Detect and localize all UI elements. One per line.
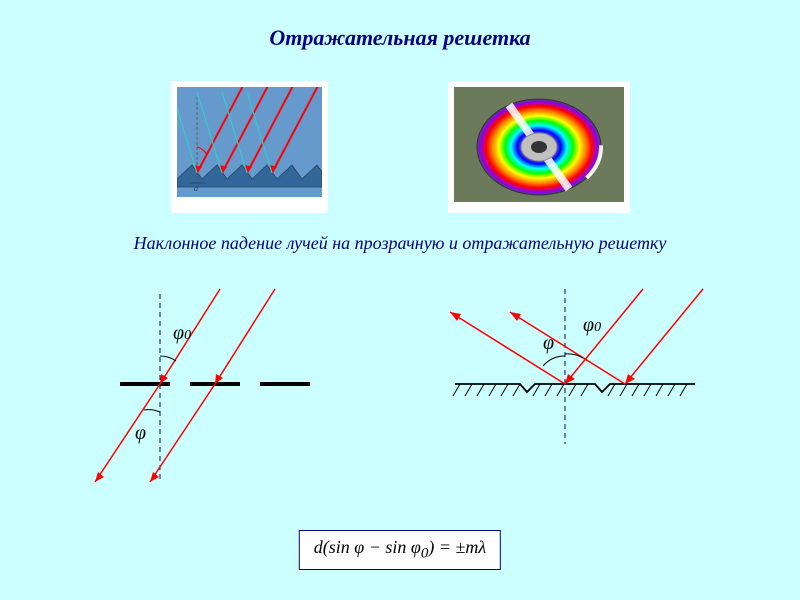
- grating-illustration: a: [171, 81, 328, 213]
- transmission-diagram: φ0 φ: [75, 284, 375, 484]
- angle-phi-label-r: φ: [543, 332, 554, 355]
- images-row: a: [0, 81, 800, 213]
- angle-phi-label: φ: [135, 422, 146, 445]
- subtitle: Наклонное падение лучей на прозрачную и …: [0, 233, 800, 254]
- reflection-diagram: φ0 φ: [425, 284, 725, 484]
- angle-phi0-label: φ0: [173, 322, 191, 345]
- cd-disc-image: [448, 81, 630, 213]
- page-title: Отражательная решетка: [0, 0, 800, 51]
- svg-text:a: a: [194, 184, 198, 193]
- diagrams-row: φ0 φ: [0, 284, 800, 484]
- angle-phi0-label-r: φ0: [583, 314, 601, 337]
- formula-box: d(sin φ − sin φ0) = ±mλ: [299, 530, 501, 570]
